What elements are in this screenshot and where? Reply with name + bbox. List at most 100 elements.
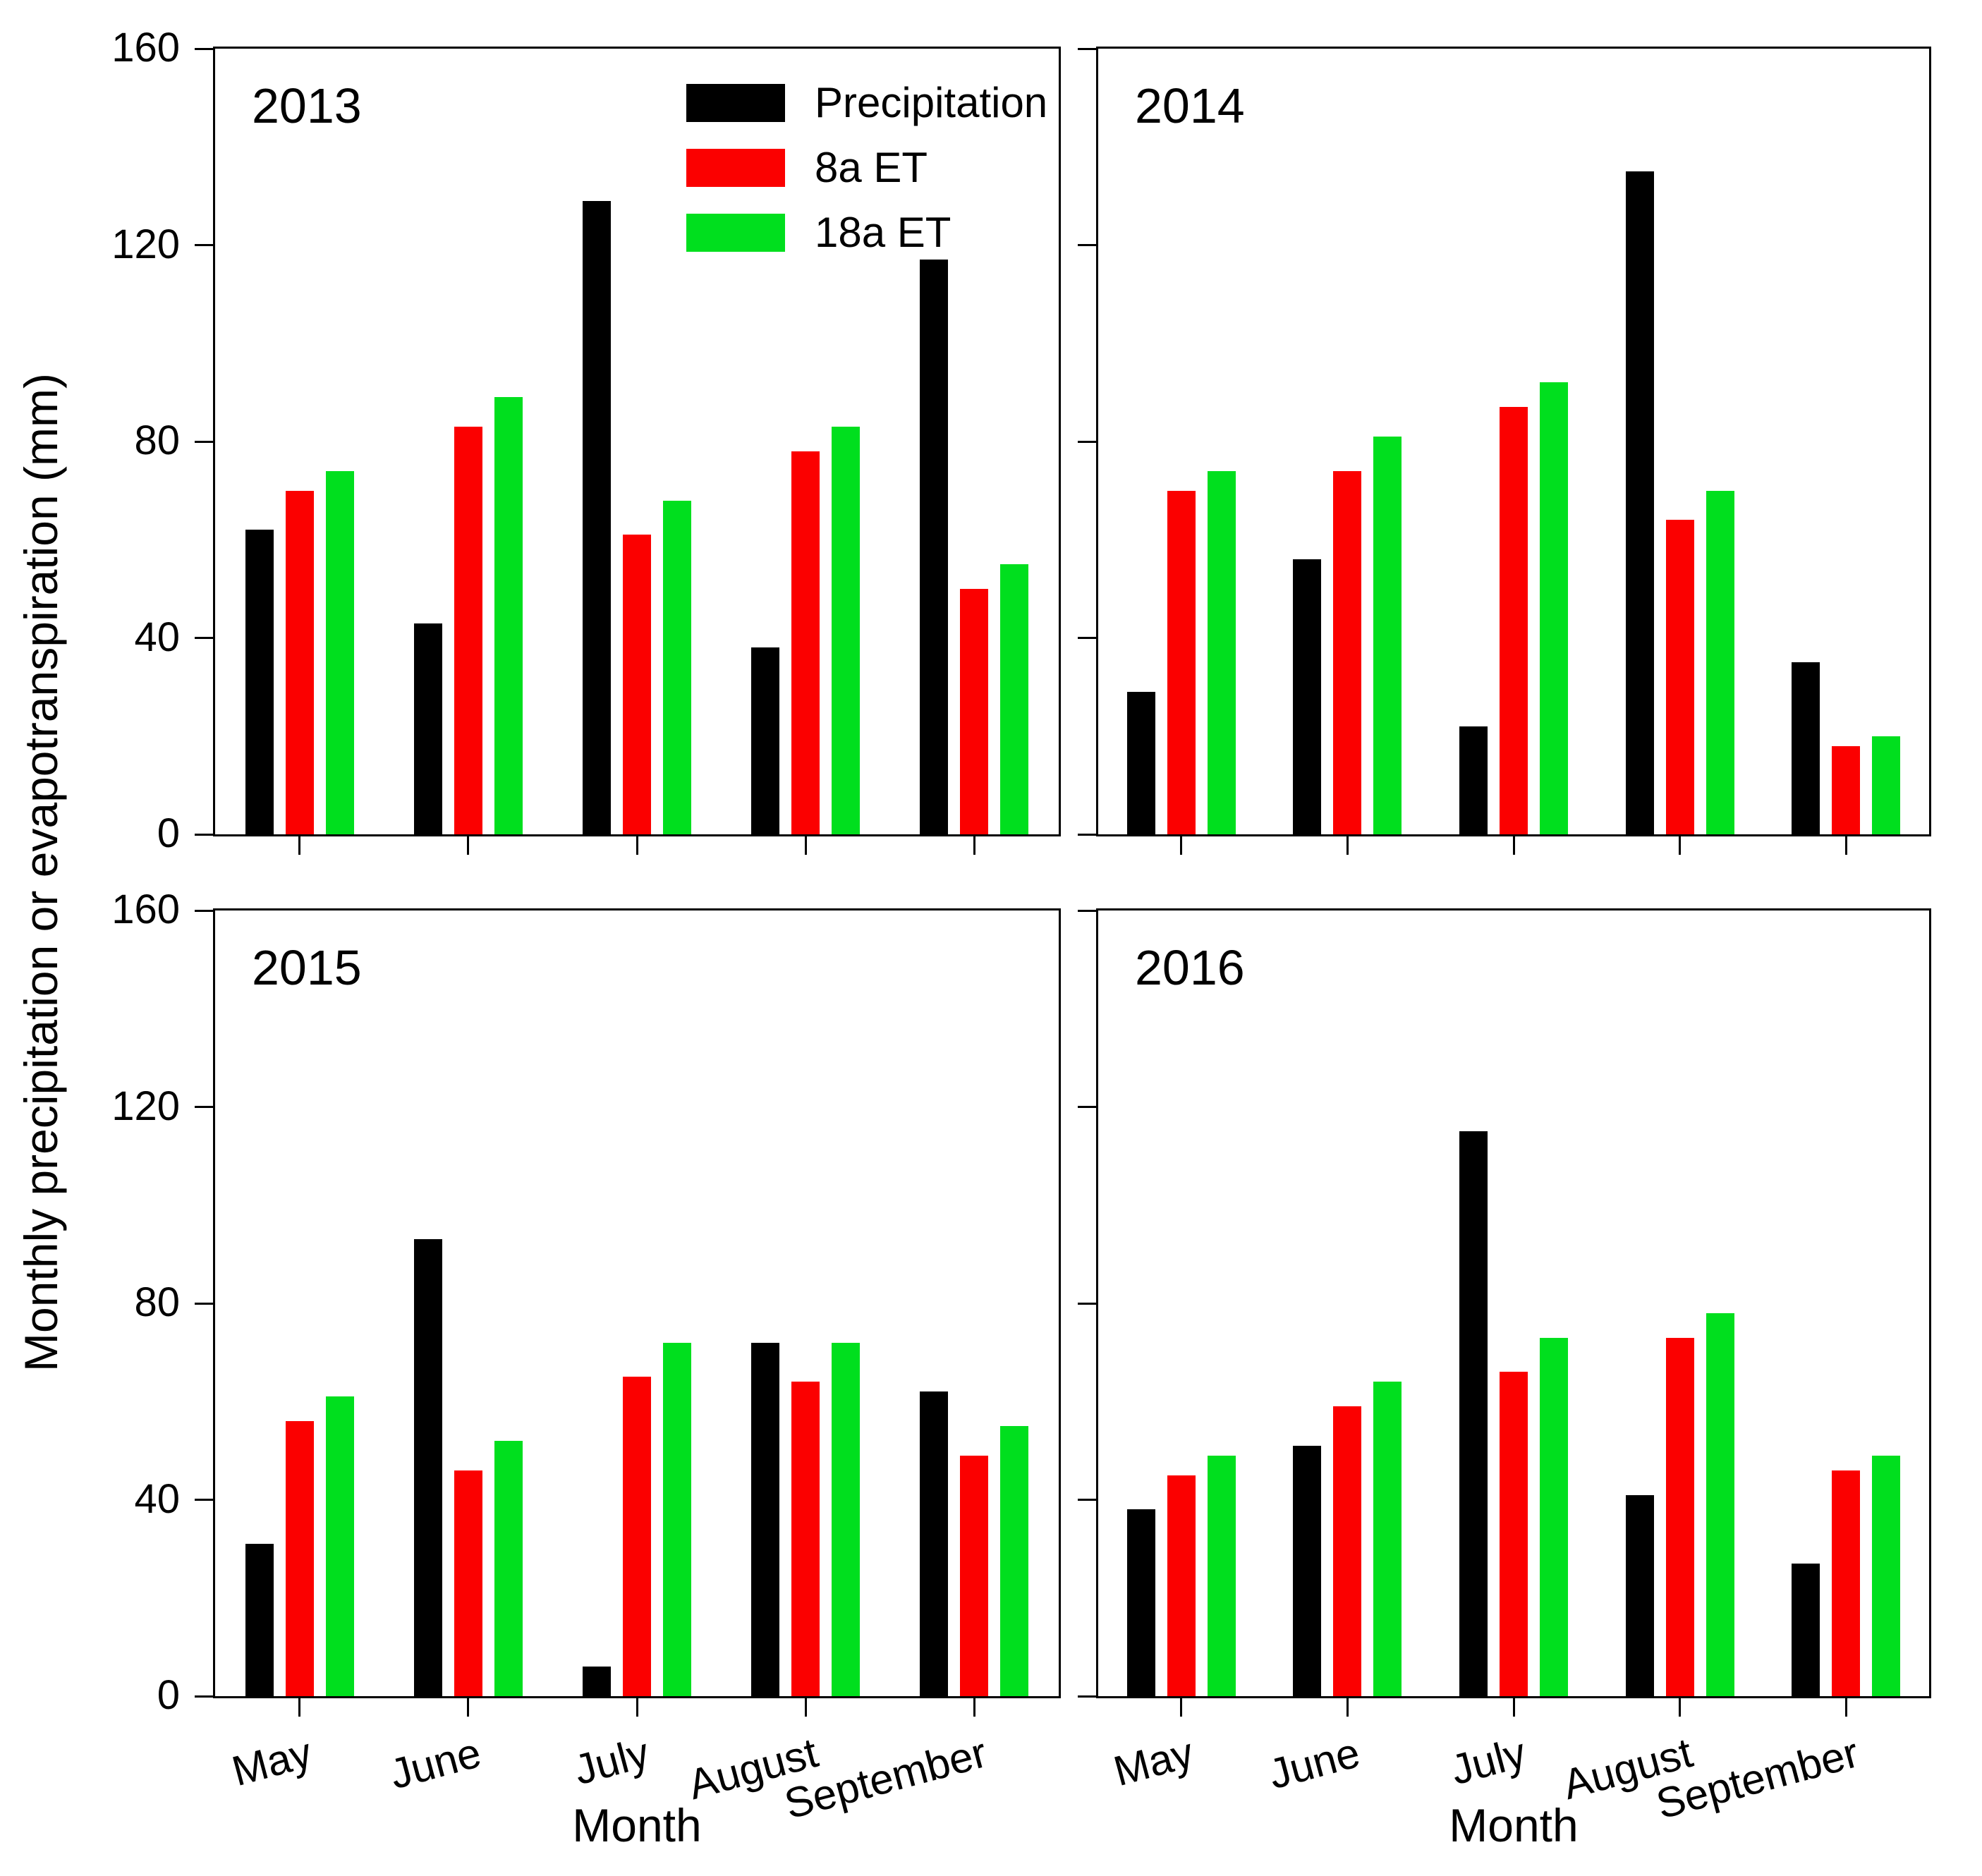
bar-2013-june-8a-et: [454, 427, 482, 834]
x-tick-june: [467, 1698, 470, 1717]
x-tick-july: [636, 836, 638, 855]
bar-2014-may-8a-et: [1167, 491, 1196, 834]
y-tick-160: [1078, 47, 1096, 50]
bar-2015-july-18a-et: [663, 1343, 691, 1696]
bar-2015-august-8a-et: [791, 1382, 820, 1696]
x-tick-label-june: June: [1263, 1729, 1365, 1798]
y-tick-40: [1078, 1499, 1096, 1501]
legend-swatch-18a-et: [686, 214, 785, 252]
bar-2014-september-8a-et: [1832, 746, 1861, 834]
y-tick-80: [1078, 1302, 1096, 1305]
x-tick-july: [1512, 836, 1515, 855]
y-tick-0: [195, 833, 213, 836]
panel-2013: 2013 0 40 80 120 160 Precipitation 8a ET 18a ET: [111, 28, 1061, 855]
y-tick-label-40: 40: [134, 1475, 180, 1522]
x-tick-september: [973, 1698, 975, 1717]
bar-2013-may-18a-et: [325, 471, 354, 834]
x-axis-title-left: Month: [572, 1799, 702, 1851]
y-tick-40: [195, 1499, 213, 1501]
bar-2014-august-precipitation: [1625, 171, 1654, 834]
x-tick-label-july: July: [1446, 1729, 1531, 1794]
legend-label-precipitation: Precipitation: [815, 79, 1048, 126]
bar-2014-june-8a-et: [1333, 471, 1362, 834]
x-tick-september: [973, 836, 975, 855]
bar-2014-may-precipitation: [1126, 692, 1155, 834]
bar-2013-september-18a-et: [1000, 564, 1029, 834]
bar-2013-july-precipitation: [583, 201, 611, 834]
bar-2016-august-8a-et: [1665, 1338, 1694, 1696]
bar-2014-july-18a-et: [1540, 382, 1568, 834]
x-tick-june: [467, 836, 470, 855]
bar-2016-september-18a-et: [1872, 1456, 1901, 1696]
x-tick-label-june: June: [384, 1729, 486, 1798]
year-label-2013: 2013: [252, 78, 362, 133]
x-tick-june: [1346, 836, 1349, 855]
bar-2016-july-precipitation: [1459, 1131, 1488, 1696]
bar-2013-july-8a-et: [623, 535, 651, 834]
bar-2015-september-18a-et: [1000, 1426, 1029, 1696]
legend-swatch-precipitation: [686, 84, 785, 122]
bar-2013-june-18a-et: [494, 397, 523, 834]
bar-2013-may-precipitation: [245, 530, 274, 834]
y-tick-label-160: 160: [111, 887, 180, 932]
bar-2013-august-precipitation: [751, 647, 780, 834]
bar-2015-august-precipitation: [751, 1343, 780, 1696]
bar-2015-june-18a-et: [494, 1441, 523, 1696]
y-tick-label-160: 160: [111, 25, 180, 71]
y-tick-160: [195, 47, 213, 50]
panel-2014: 2014: [1078, 47, 1931, 855]
bar-2015-june-precipitation: [413, 1239, 442, 1696]
bar-2016-september-8a-et: [1832, 1470, 1861, 1696]
bar-2015-september-precipitation: [920, 1391, 949, 1696]
legend-label-8a-et: 8a ET: [815, 144, 928, 191]
y-tick-120: [1078, 244, 1096, 246]
y-tick-80: [195, 1302, 213, 1305]
x-tick-august: [1679, 1698, 1682, 1717]
bar-2013-july-18a-et: [663, 501, 691, 834]
bar-2016-june-18a-et: [1373, 1382, 1402, 1696]
bar-2015-may-18a-et: [325, 1396, 354, 1696]
x-tick-august: [1679, 836, 1682, 855]
legend-label-18a-et: 18a ET: [815, 209, 952, 256]
bar-2013-august-18a-et: [832, 427, 861, 834]
bar-2013-june-precipitation: [413, 623, 442, 834]
bar-2015-august-18a-et: [832, 1343, 861, 1696]
bar-2015-may-precipitation: [245, 1544, 274, 1696]
y-tick-120: [195, 244, 213, 246]
bar-2014-june-precipitation: [1293, 559, 1322, 834]
y-tick-80: [195, 440, 213, 443]
y-tick-80: [1078, 440, 1096, 443]
x-tick-august: [804, 1698, 807, 1717]
x-tick-label-july: July: [569, 1729, 655, 1794]
bar-2016-august-18a-et: [1706, 1313, 1734, 1696]
x-tick-may: [1180, 1698, 1183, 1717]
x-tick-august: [804, 836, 807, 855]
x-tick-september: [1844, 1698, 1847, 1717]
bar-2014-may-18a-et: [1207, 471, 1236, 834]
year-label-2015: 2015: [252, 940, 362, 995]
bar-2016-june-8a-et: [1333, 1406, 1362, 1696]
bar-2014-july-precipitation: [1459, 726, 1488, 834]
bar-2016-july-8a-et: [1500, 1372, 1528, 1696]
y-tick-label-80: 80: [134, 418, 180, 463]
bar-2014-september-18a-et: [1872, 736, 1901, 834]
bar-2016-august-precipitation: [1625, 1495, 1654, 1696]
x-tick-july: [1512, 1698, 1515, 1717]
y-tick-120: [195, 1106, 213, 1108]
bar-2015-june-8a-et: [454, 1470, 482, 1696]
x-tick-label-may: May: [227, 1729, 317, 1796]
panel-2016: 2016 May June July August September: [1078, 908, 1931, 1828]
bar-2016-may-8a-et: [1167, 1475, 1196, 1696]
bar-2013-august-8a-et: [791, 451, 820, 834]
x-tick-may: [298, 836, 301, 855]
y-tick-label-80: 80: [134, 1279, 180, 1325]
legend-swatch-8a-et: [686, 149, 785, 187]
y-tick-label-120: 120: [111, 1083, 180, 1129]
bar-2014-august-8a-et: [1665, 520, 1694, 834]
y-tick-label-0: 0: [157, 810, 180, 856]
year-label-2016: 2016: [1135, 940, 1245, 995]
x-axis-title-right: Month: [1449, 1799, 1579, 1851]
x-tick-july: [636, 1698, 638, 1717]
x-tick-june: [1346, 1698, 1349, 1717]
